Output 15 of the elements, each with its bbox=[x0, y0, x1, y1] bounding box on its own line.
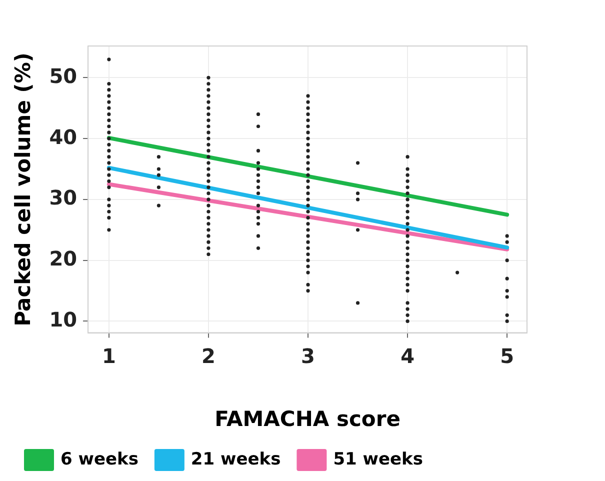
legend-label: 51 weeks bbox=[333, 449, 423, 470]
x-tick-label: 5 bbox=[500, 344, 514, 368]
legend-label: 21 weeks bbox=[190, 449, 281, 470]
y-tick-label: 10 bbox=[49, 307, 78, 332]
y-axis-title: Packed cell volume (%) bbox=[11, 52, 36, 326]
y-tick-label: 50 bbox=[49, 64, 78, 88]
legend-label: 6 weeks bbox=[60, 449, 138, 470]
x-axis-title: FAMACHA score bbox=[214, 406, 400, 431]
y-tick-label: 20 bbox=[49, 246, 78, 271]
y-tick-label: 30 bbox=[49, 186, 78, 210]
y-tick-label: 40 bbox=[49, 124, 78, 149]
x-tick-label: 2 bbox=[202, 344, 216, 368]
x-tick-label: 1 bbox=[102, 344, 116, 368]
x-tick-label: 3 bbox=[301, 344, 315, 368]
x-tick-label: 4 bbox=[400, 344, 415, 368]
